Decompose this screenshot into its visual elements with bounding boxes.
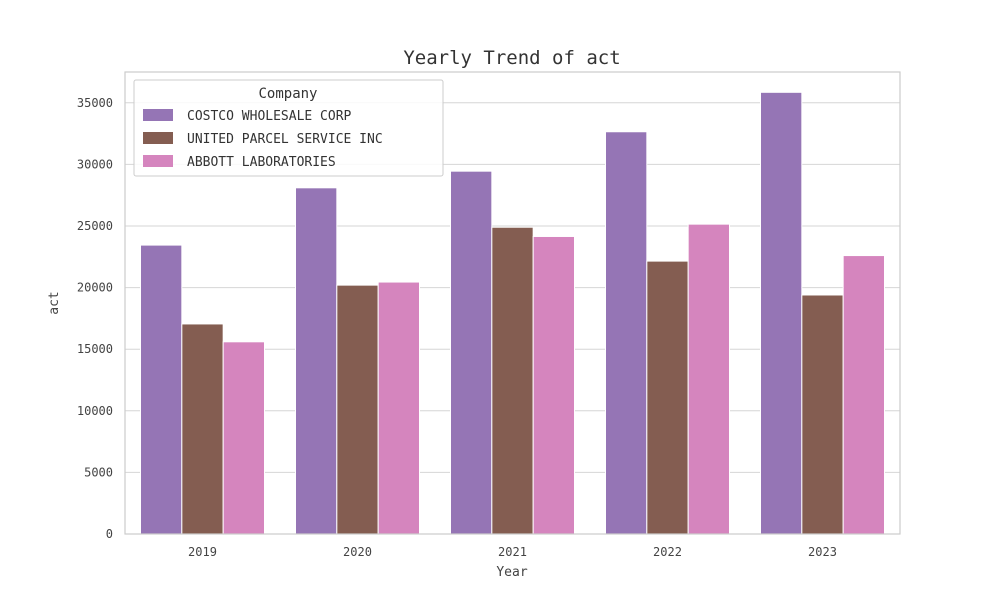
y-tick-label: 20000 bbox=[77, 281, 113, 295]
x-tick-label: 2021 bbox=[498, 545, 527, 559]
y-tick-label: 10000 bbox=[77, 404, 113, 418]
bar bbox=[760, 91, 803, 535]
plot-frame bbox=[124, 71, 901, 535]
bar bbox=[646, 260, 689, 535]
legend-swatch bbox=[143, 132, 173, 144]
bar bbox=[336, 284, 379, 535]
bar bbox=[181, 323, 224, 535]
legend-label: UNITED PARCEL SERVICE INC bbox=[187, 132, 383, 147]
y-tick-label: 35000 bbox=[77, 96, 113, 110]
y-tick-label: 0 bbox=[106, 527, 113, 541]
bar bbox=[842, 255, 886, 535]
x-axis-label: Year bbox=[496, 565, 527, 580]
legend-title: Company bbox=[258, 86, 317, 102]
x-tick-label: 2022 bbox=[653, 545, 682, 559]
bar bbox=[605, 131, 648, 535]
legend: Company COSTCO WHOLESALE CORP UNITED PARC… bbox=[133, 79, 444, 177]
bar bbox=[377, 281, 420, 535]
x-tick-label: 2019 bbox=[188, 545, 217, 559]
bar bbox=[140, 244, 183, 535]
chart-title: Yearly Trend of act bbox=[403, 47, 620, 69]
bar bbox=[450, 170, 493, 535]
legend-box bbox=[133, 79, 444, 177]
x-tick-labels: 2019 2020 2021 2022 2023 bbox=[188, 545, 837, 559]
legend-label: COSTCO WHOLESALE CORP bbox=[187, 109, 352, 124]
y-axis-label: act bbox=[47, 291, 62, 314]
bar bbox=[295, 187, 338, 535]
y-tick-label: 25000 bbox=[77, 219, 113, 233]
legend-swatch bbox=[143, 109, 173, 121]
y-tick-labels: 0 5000 10000 15000 20000 25000 30000 35000 bbox=[77, 96, 113, 541]
legend-swatch bbox=[143, 155, 173, 167]
bar bbox=[222, 341, 266, 535]
bar bbox=[687, 223, 731, 535]
bar bbox=[532, 235, 576, 535]
y-tick-label: 15000 bbox=[77, 342, 113, 356]
x-tick-label: 2020 bbox=[343, 545, 372, 559]
bars bbox=[140, 91, 886, 535]
y-tick-label: 30000 bbox=[77, 157, 113, 171]
bar bbox=[801, 294, 844, 535]
y-tick-label: 5000 bbox=[84, 465, 113, 479]
legend-label: ABBOTT LABORATORIES bbox=[187, 155, 336, 170]
bar bbox=[491, 226, 534, 535]
x-tick-label: 2023 bbox=[808, 545, 837, 559]
